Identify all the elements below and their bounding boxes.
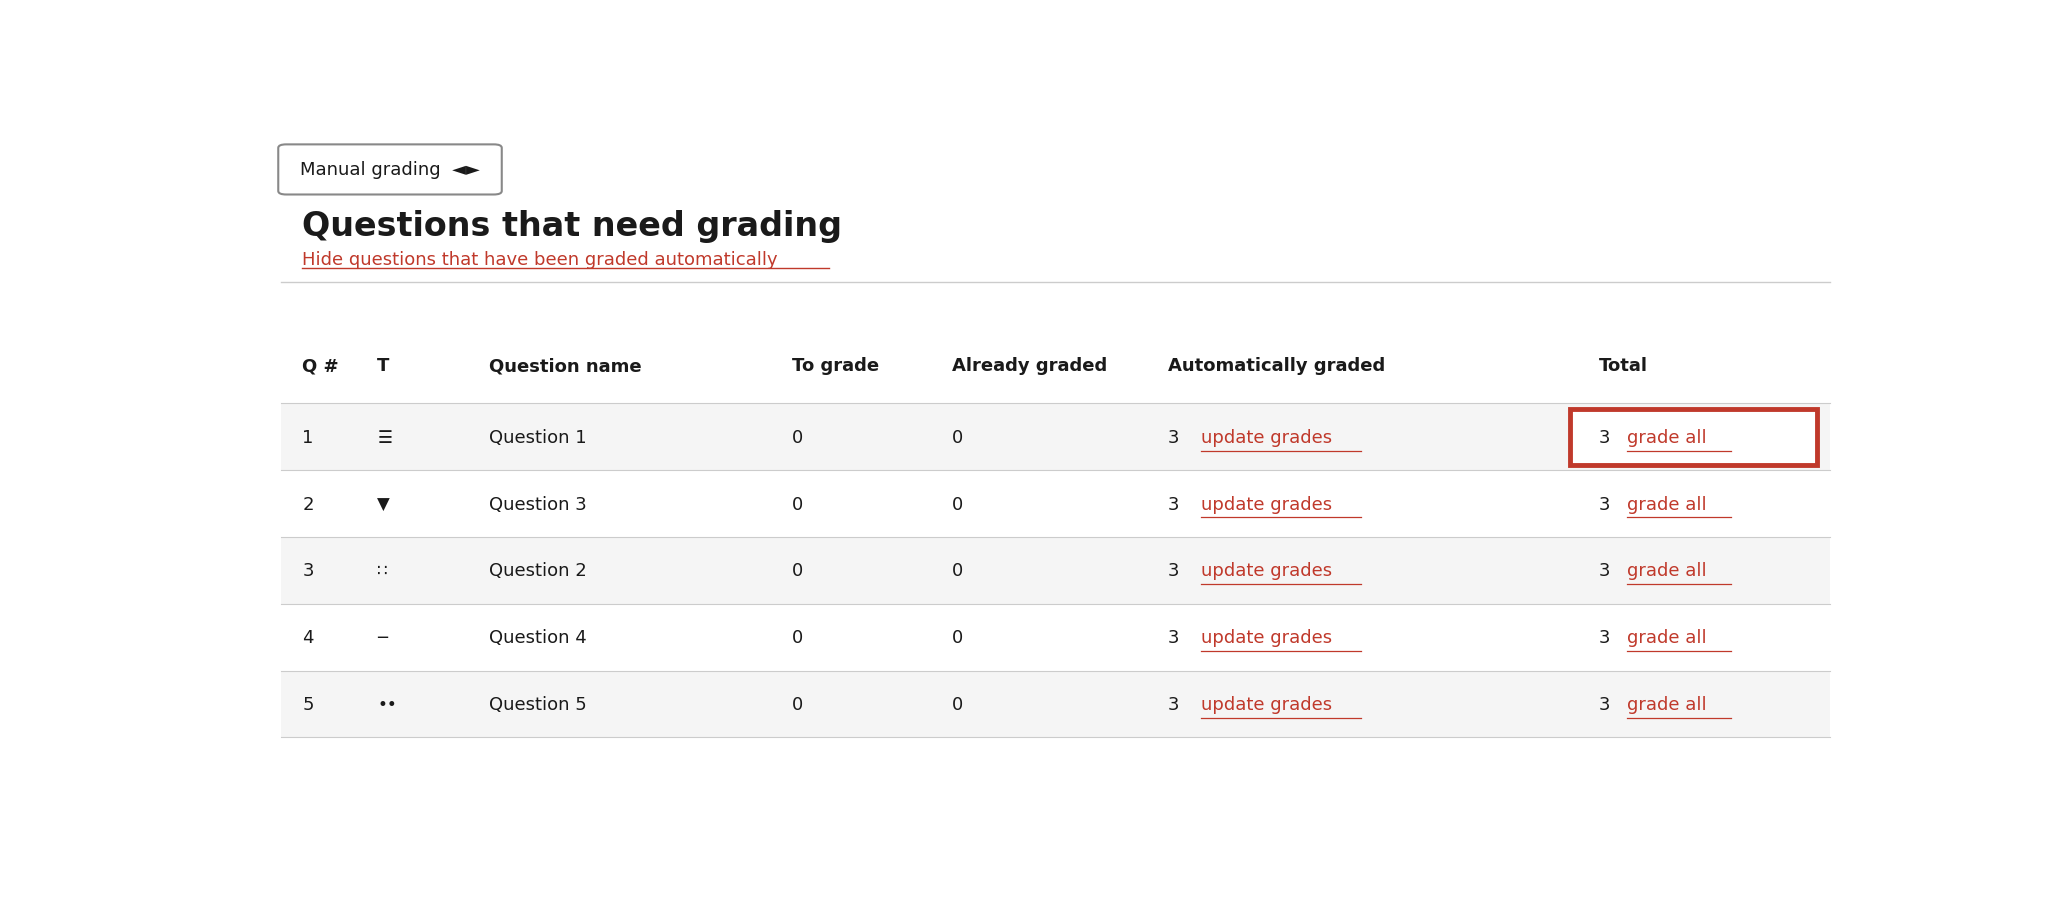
Text: Question 2: Question 2 [488,562,587,580]
Text: grade all: grade all [1627,628,1708,647]
FancyBboxPatch shape [1570,409,1817,465]
Text: Automatically graded: Automatically graded [1168,357,1384,375]
Text: Hide questions that have been graded automatically: Hide questions that have been graded aut… [303,250,779,268]
Text: 5: 5 [303,695,313,713]
Text: Question 4: Question 4 [488,628,587,647]
Text: update grades: update grades [1201,628,1333,647]
Text: ••: •• [377,695,398,713]
Text: update grades: update grades [1201,695,1333,713]
Text: update grades: update grades [1201,428,1333,446]
Text: 1: 1 [303,428,313,446]
Text: 3: 3 [303,562,313,580]
Text: 0: 0 [793,628,803,647]
Text: 4: 4 [303,628,313,647]
Text: update grades: update grades [1201,562,1333,580]
Text: 3: 3 [1599,628,1615,647]
Text: 0: 0 [793,695,803,713]
Text: To grade: To grade [793,357,880,375]
Text: ☰: ☰ [377,428,391,446]
Text: 3: 3 [1168,428,1184,446]
Bar [282,537,1829,604]
Bar [282,671,1829,738]
Text: grade all: grade all [1627,562,1708,580]
Text: 0: 0 [793,428,803,446]
Text: 3: 3 [1599,495,1615,513]
Text: 0: 0 [793,562,803,580]
Text: Question 3: Question 3 [488,495,587,513]
Bar [282,604,1829,671]
Text: 2: 2 [303,495,313,513]
Text: update grades: update grades [1201,495,1333,513]
Text: 0: 0 [952,428,964,446]
Text: 3: 3 [1599,428,1615,446]
Text: T: T [377,357,389,375]
Text: 3: 3 [1168,695,1184,713]
Bar [282,470,1829,537]
Text: Question 1: Question 1 [488,428,587,446]
Text: ─: ─ [377,628,387,647]
Text: grade all: grade all [1627,428,1708,446]
Text: Already graded: Already graded [952,357,1106,375]
Text: grade all: grade all [1627,695,1708,713]
Text: Questions that need grading: Questions that need grading [303,210,843,243]
Text: 0: 0 [793,495,803,513]
Text: grade all: grade all [1627,495,1708,513]
Text: 3: 3 [1168,562,1184,580]
Text: Total: Total [1599,357,1648,375]
Text: Question 5: Question 5 [488,695,587,713]
Text: Q #: Q # [303,357,338,375]
Text: ▼: ▼ [377,495,389,513]
Text: 3: 3 [1168,495,1184,513]
Text: Manual grading  ◄►: Manual grading ◄► [301,161,480,179]
Text: Question name: Question name [488,357,641,375]
Text: 3: 3 [1168,628,1184,647]
Text: ∷: ∷ [377,562,387,580]
FancyBboxPatch shape [278,145,503,195]
Text: 0: 0 [952,562,964,580]
Text: 0: 0 [952,495,964,513]
Text: 3: 3 [1599,562,1615,580]
Text: 0: 0 [952,628,964,647]
Bar [282,404,1829,470]
Text: 0: 0 [952,695,964,713]
Text: 3: 3 [1599,695,1615,713]
